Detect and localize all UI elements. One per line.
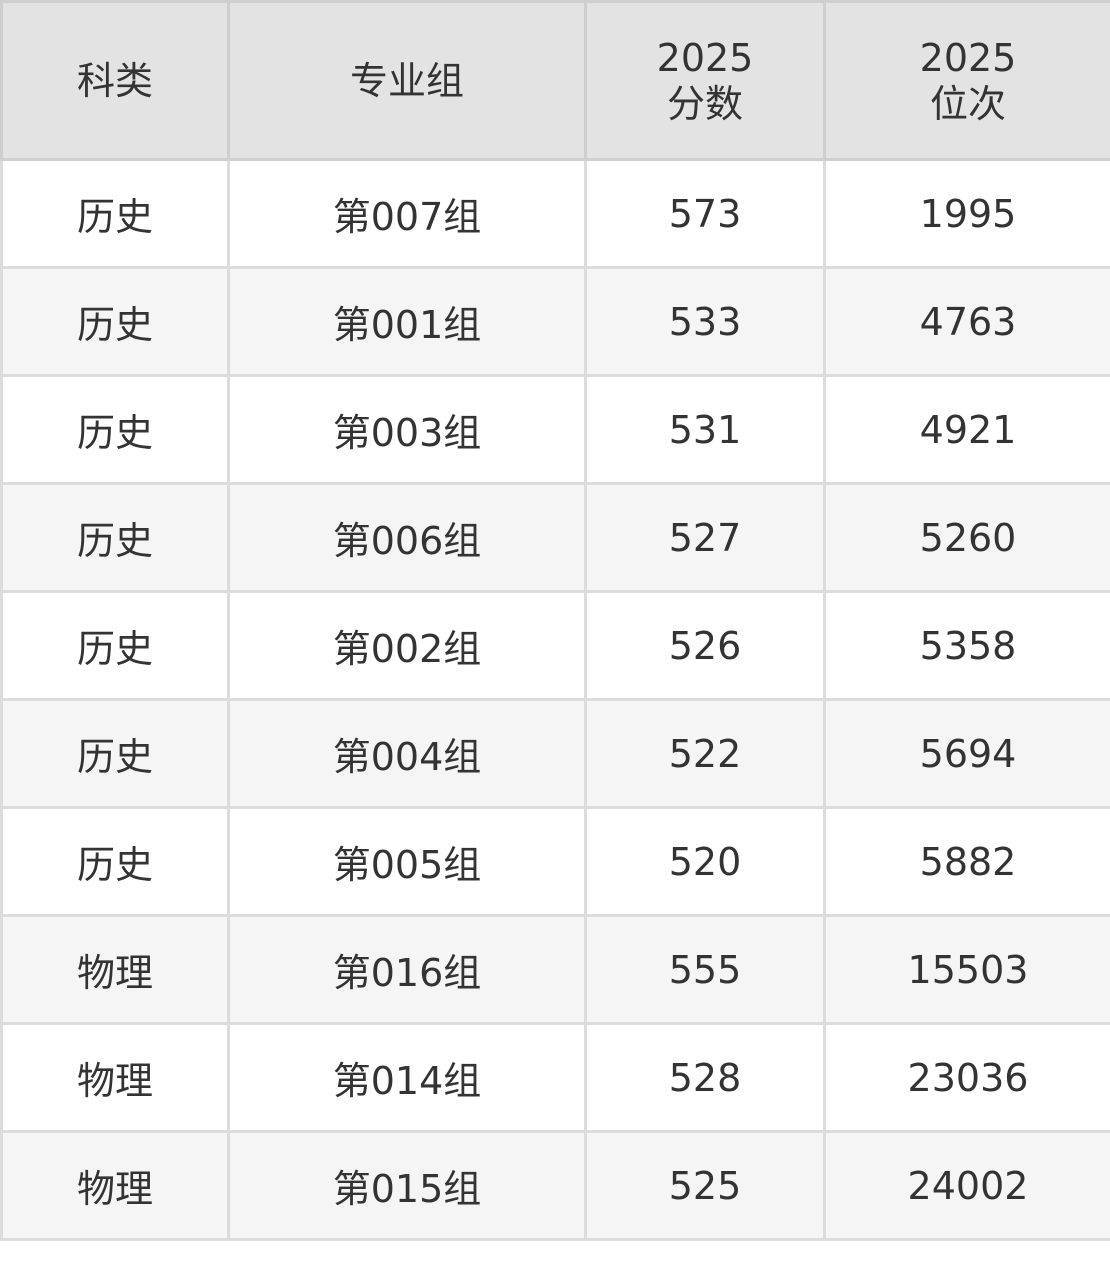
cell-score: 525 (584, 1130, 826, 1241)
cell-score: 555 (584, 914, 826, 1025)
cell-score: 526 (584, 590, 826, 701)
cell-subject: 历史 (0, 266, 230, 377)
cell-subject: 历史 (0, 374, 230, 485)
table-row: 历史 第007组 573 1995 (0, 158, 1110, 269)
admission-table: 科类 专业组 2025 分数 2025 位次 历史 第007组 573 1995 历史 第00… (0, 0, 1110, 1241)
cell-rank: 5882 (823, 806, 1110, 917)
cell-rank: 4921 (823, 374, 1110, 485)
cell-rank: 15503 (823, 914, 1110, 1025)
cell-subject: 历史 (0, 806, 230, 917)
header-score: 2025 分数 (584, 0, 826, 161)
cell-group: 第001组 (227, 266, 587, 377)
table-row: 物理 第016组 555 15503 (0, 914, 1110, 1025)
cell-group: 第006组 (227, 482, 587, 593)
cell-score: 520 (584, 806, 826, 917)
cell-group: 第015组 (227, 1130, 587, 1241)
table-row: 历史 第003组 531 4921 (0, 374, 1110, 485)
cell-group: 第004组 (227, 698, 587, 809)
cell-score: 522 (584, 698, 826, 809)
cell-group: 第014组 (227, 1022, 587, 1133)
header-row: 科类 专业组 2025 分数 2025 位次 (0, 0, 1110, 161)
cell-rank: 5260 (823, 482, 1110, 593)
cell-rank: 5694 (823, 698, 1110, 809)
cell-group: 第016组 (227, 914, 587, 1025)
table-row: 物理 第014组 528 23036 (0, 1022, 1110, 1133)
cell-group: 第002组 (227, 590, 587, 701)
cell-rank: 1995 (823, 158, 1110, 269)
cell-subject: 历史 (0, 482, 230, 593)
cell-subject: 历史 (0, 590, 230, 701)
cell-rank: 5358 (823, 590, 1110, 701)
header-rank: 2025 位次 (823, 0, 1110, 161)
cell-subject: 物理 (0, 1022, 230, 1133)
cell-group: 第003组 (227, 374, 587, 485)
cell-rank: 24002 (823, 1130, 1110, 1241)
header-group: 专业组 (227, 0, 587, 161)
table-row: 历史 第002组 526 5358 (0, 590, 1110, 701)
table-row: 历史 第004组 522 5694 (0, 698, 1110, 809)
header-score-label: 分数 (666, 81, 743, 126)
cell-score: 527 (584, 482, 826, 593)
cell-score: 528 (584, 1022, 826, 1133)
table-row: 历史 第005组 520 5882 (0, 806, 1110, 917)
table-row: 历史 第006组 527 5260 (0, 482, 1110, 593)
header-rank-label: 位次 (929, 81, 1006, 126)
header-score-year: 2025 (656, 35, 754, 80)
cell-group: 第005组 (227, 806, 587, 917)
cell-rank: 23036 (823, 1022, 1110, 1133)
cell-subject: 历史 (0, 698, 230, 809)
header-rank-year: 2025 (919, 35, 1017, 80)
cell-group: 第007组 (227, 158, 587, 269)
cell-subject: 历史 (0, 158, 230, 269)
cell-score: 531 (584, 374, 826, 485)
cell-score: 533 (584, 266, 826, 377)
cell-score: 573 (584, 158, 826, 269)
cell-rank: 4763 (823, 266, 1110, 377)
table-row: 物理 第015组 525 24002 (0, 1130, 1110, 1241)
header-subject: 科类 (0, 0, 230, 161)
table-row: 历史 第001组 533 4763 (0, 266, 1110, 377)
cell-subject: 物理 (0, 1130, 230, 1241)
cell-subject: 物理 (0, 914, 230, 1025)
